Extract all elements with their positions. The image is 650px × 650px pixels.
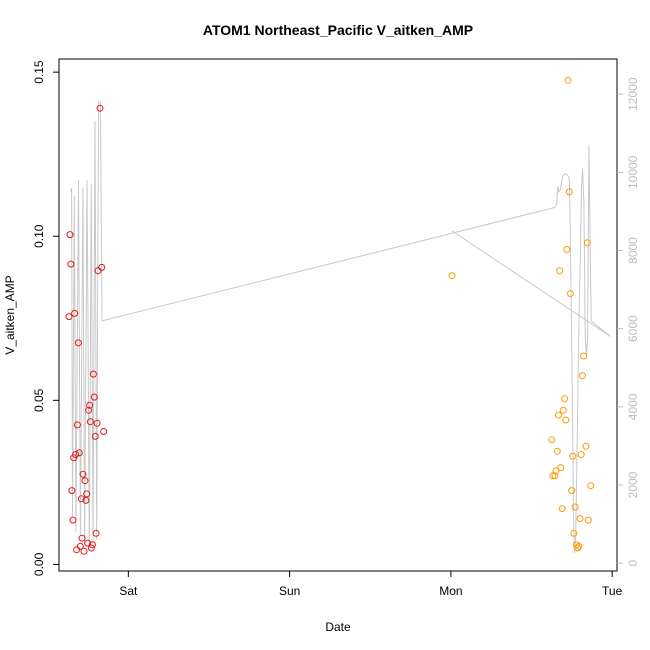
y-tick-label: 0.05 <box>32 388 46 412</box>
data-point <box>80 547 88 555</box>
data-point <box>584 516 592 524</box>
data-point <box>549 472 557 480</box>
data-point <box>87 544 95 552</box>
data-point <box>579 372 586 380</box>
x-tick-label: Tue <box>602 584 623 598</box>
data-point <box>91 432 99 440</box>
data-point <box>556 267 564 275</box>
y-axis-right: 0 2000 4000 6000 8000 10000 12000 <box>617 77 640 567</box>
data-point <box>564 76 572 84</box>
data-point <box>100 428 108 435</box>
data-point <box>580 352 588 360</box>
data-point <box>548 436 556 444</box>
data-point <box>72 451 80 458</box>
data-point <box>82 496 90 504</box>
data-point <box>570 529 578 537</box>
data-point <box>98 263 106 271</box>
y-tick-label: 0.00 <box>32 552 46 576</box>
y-right-tick-label: 8000 <box>626 237 640 264</box>
x-axis: Sat Sun Mon Tue <box>119 571 623 598</box>
data-point <box>563 245 571 253</box>
altitude-line <box>70 101 611 554</box>
data-point <box>77 495 85 503</box>
data-point <box>561 395 569 403</box>
data-point <box>71 309 79 317</box>
data-point <box>89 370 97 378</box>
data-point <box>448 272 456 280</box>
data-point <box>67 260 75 268</box>
x-tick-label: Mon <box>439 584 462 598</box>
y-right-tick-label: 10000 <box>626 155 640 189</box>
y-right-tick-label: 6000 <box>626 315 640 342</box>
data-point <box>81 477 89 485</box>
data-point <box>565 188 573 196</box>
data-point <box>575 542 583 550</box>
data-point <box>557 464 565 472</box>
data-point <box>582 442 590 450</box>
data-point <box>571 503 579 511</box>
data-point <box>86 401 94 409</box>
data-point <box>65 313 73 321</box>
x-tick-label: Sat <box>119 584 138 598</box>
data-point <box>576 515 584 522</box>
plot-frame <box>58 58 618 572</box>
data-point <box>583 239 591 247</box>
data-point <box>555 411 562 419</box>
y-right-tick-label: 12000 <box>626 77 640 111</box>
y-tick-label: 0.15 <box>32 60 46 84</box>
data-point <box>92 529 100 537</box>
data-point <box>551 472 559 480</box>
data-point <box>84 539 92 547</box>
y-right-tick-label: 2000 <box>626 471 640 498</box>
data-point <box>73 421 81 429</box>
data-point <box>75 449 83 457</box>
data-point <box>562 416 570 424</box>
data-point <box>574 544 582 552</box>
data-point <box>566 290 574 298</box>
data-point <box>90 393 98 401</box>
data-point <box>73 546 81 554</box>
data-point <box>559 406 567 414</box>
data-point <box>79 470 87 478</box>
y-tick-label: 0.10 <box>32 224 46 248</box>
data-point <box>569 452 577 460</box>
data-point <box>96 104 104 112</box>
data-point <box>587 482 595 490</box>
data-point <box>568 487 576 495</box>
data-point <box>66 231 74 239</box>
data-point <box>553 447 561 455</box>
x-axis-label: Date <box>325 620 351 634</box>
altitude-line-layer <box>70 101 611 554</box>
y-axis-label: V_aitken_AMP <box>3 275 17 354</box>
data-point <box>558 505 566 513</box>
data-point <box>69 516 77 524</box>
data-point <box>83 490 91 498</box>
y-right-tick-label: 4000 <box>626 393 640 420</box>
data-point <box>78 534 86 542</box>
data-point <box>74 339 82 347</box>
data-point <box>86 418 94 426</box>
data-point <box>88 541 96 549</box>
data-point <box>85 406 93 414</box>
y-axis-left: 0.00 0.05 0.10 0.15 <box>32 60 59 576</box>
chart-title: ATOM1 Northeast_Pacific V_aitken_AMP <box>203 22 473 38</box>
data-point <box>552 467 560 475</box>
y-right-tick-label: 0 <box>626 560 640 567</box>
data-point <box>68 487 76 495</box>
data-point <box>76 542 84 550</box>
x-tick-label: Sun <box>279 584 300 598</box>
data-point <box>93 419 101 427</box>
data-points-layer <box>65 76 595 555</box>
data-point <box>577 451 585 458</box>
